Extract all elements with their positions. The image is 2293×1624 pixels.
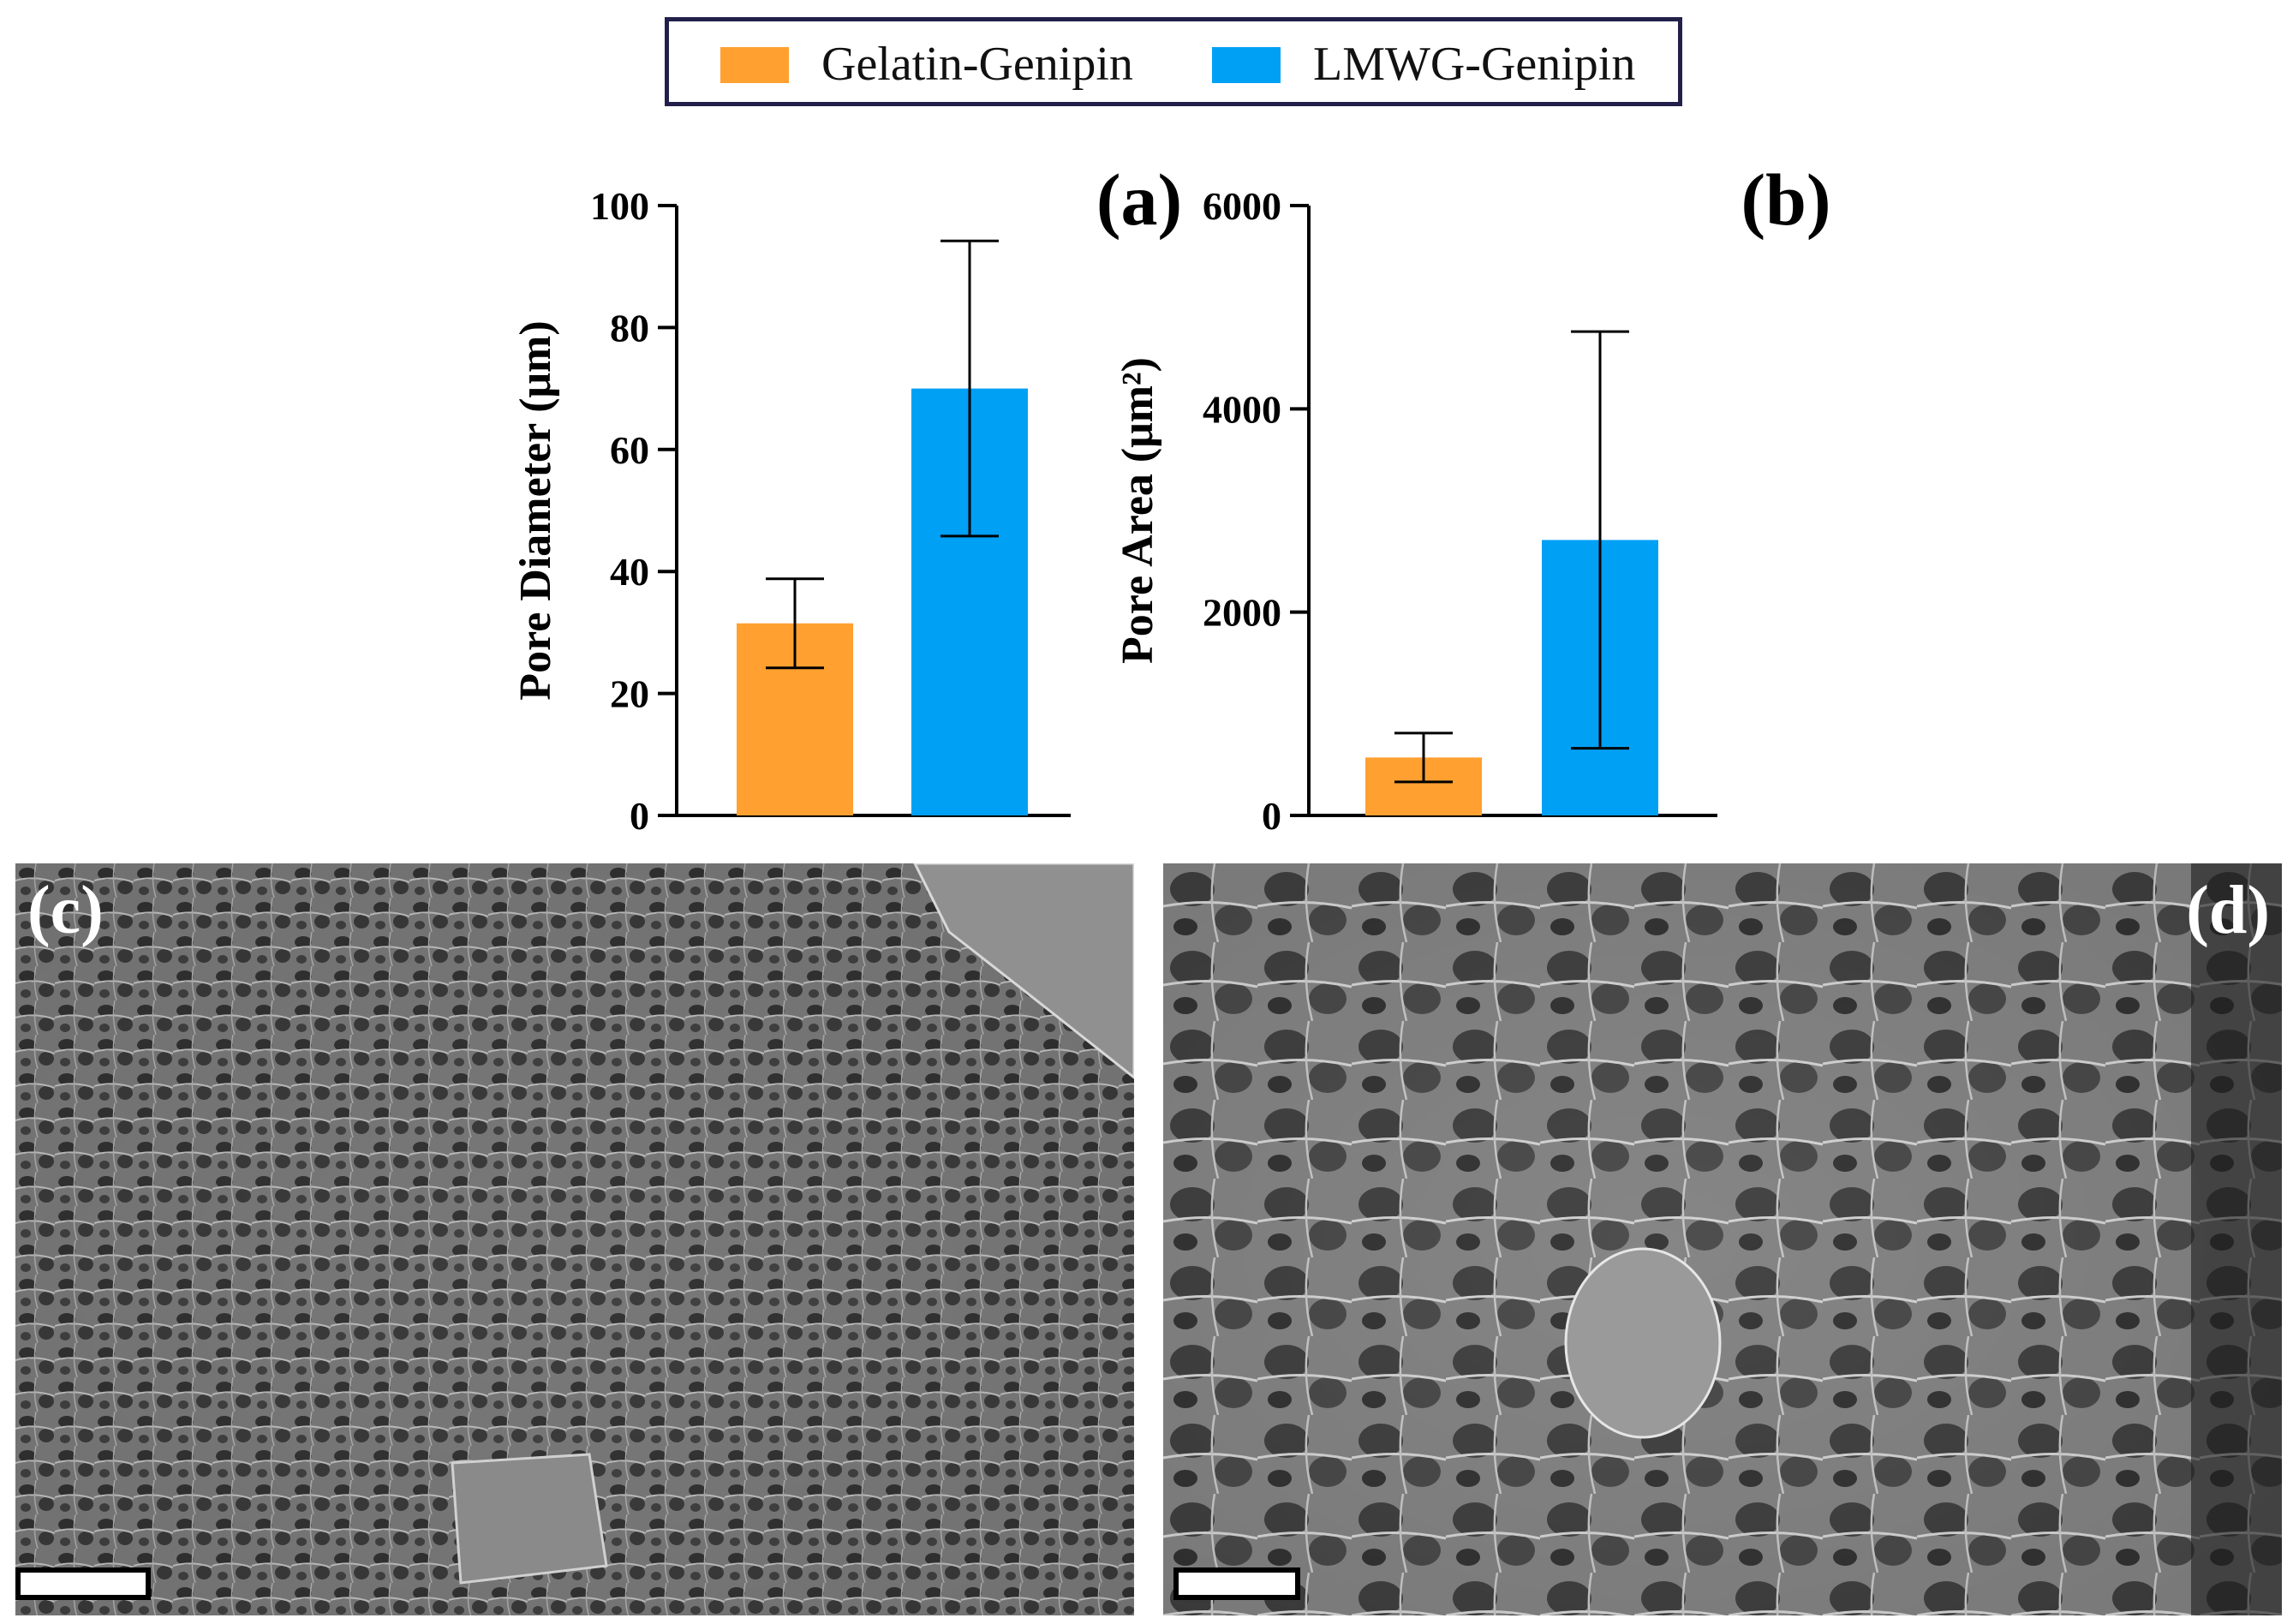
legend-label-gelatin: Gelatin-Genipin xyxy=(821,38,1133,91)
legend: Gelatin-Genipin LMWG-Genipin xyxy=(665,17,1682,106)
chart-b-ytick-label: 4000 xyxy=(1203,387,1281,431)
panel-label-c: (c) xyxy=(27,873,104,948)
chart-b-ytick-label: 2000 xyxy=(1203,591,1281,635)
chart-b-ylabel: Pore Area (μm²) xyxy=(1114,357,1162,664)
chart-a-ytick-label: 40 xyxy=(610,550,649,594)
chart-b-panel-label: (b) xyxy=(1741,158,1830,241)
chart-a-ytick-label: 100 xyxy=(590,184,649,228)
sem-micrograph-lmwg-icon xyxy=(1163,863,2282,1615)
chart-b-ytick-label: 0 xyxy=(1262,794,1281,838)
sem-micrograph-gelatin-icon xyxy=(15,863,1134,1615)
legend-swatch-gelatin xyxy=(720,47,789,83)
panel-label-d: (d) xyxy=(2186,873,2270,948)
chart-a-ytick-label: 20 xyxy=(610,672,649,716)
sem-image-d: (d) xyxy=(1163,863,2282,1615)
sem-image-c: (c) xyxy=(15,863,1134,1615)
legend-label-lmwg: LMWG-Genipin xyxy=(1313,38,1636,91)
scale-bar-c xyxy=(15,1567,151,1600)
legend-swatch-lmwg xyxy=(1212,47,1281,83)
chart-a-panel-label: (a) xyxy=(1096,158,1182,241)
chart-a-ylabel: Pore Diameter (μm) xyxy=(511,320,560,700)
chart-a-ytick-label: 0 xyxy=(630,794,649,838)
scale-bar-d xyxy=(1173,1567,1300,1600)
chart-b-ytick-label: 6000 xyxy=(1203,184,1281,228)
chart-a-ytick-label: 60 xyxy=(610,428,649,472)
charts-canvas: 0 20 40 60 80 100 Pore Diameter (μm) (a) 0 2000 40… xyxy=(511,158,1831,838)
chart-a-ytick-label: 80 xyxy=(610,306,649,349)
